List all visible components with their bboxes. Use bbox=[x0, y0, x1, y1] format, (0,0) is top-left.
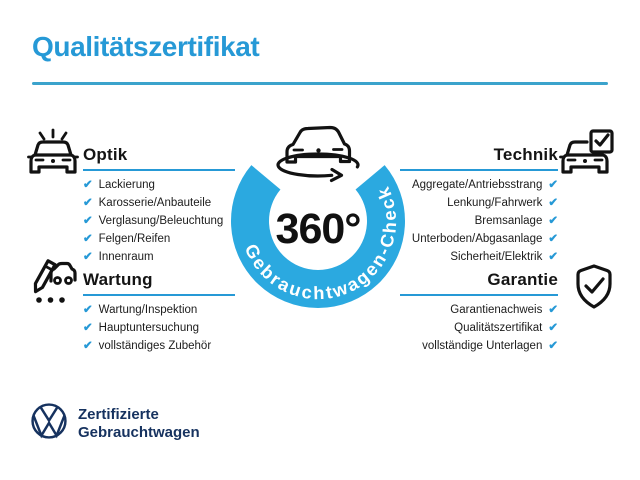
brand-line-2: Gebrauchtwagen bbox=[78, 424, 200, 441]
pencil-car-checklist-icon bbox=[33, 259, 77, 303]
check-item: Sicherheit/Elektrik ✔ bbox=[400, 248, 558, 266]
check-item-label: Qualitätszertifikat bbox=[454, 322, 543, 334]
brand-line-1: Zertifizierte bbox=[78, 406, 159, 423]
check-item-label: Innenraum bbox=[98, 251, 154, 263]
section-title: Wartung bbox=[83, 270, 153, 289]
check-icon: ✔ bbox=[83, 179, 93, 191]
section-divider bbox=[400, 294, 558, 296]
check-item-label: Aggregate/Antriebsstrang bbox=[411, 179, 543, 191]
check-icon: ✔ bbox=[548, 340, 558, 352]
check-item-label: Wartung/Inspektion bbox=[98, 304, 198, 316]
check-icon: ✔ bbox=[83, 322, 93, 334]
shield-check-icon bbox=[576, 264, 612, 309]
check-icon: ✔ bbox=[83, 304, 93, 316]
section-optik: Optik ✔ Lackierung ✔ Karosserie/Anbauteile… bbox=[83, 143, 235, 266]
check-item: Lenkung/Fahrwerk ✔ bbox=[400, 194, 558, 212]
check-item: Unterboden/Abgasanlage ✔ bbox=[400, 230, 558, 248]
section-title: Garantie bbox=[487, 270, 558, 289]
car-checkbox-icon bbox=[559, 129, 614, 174]
check-item-label: Hauptuntersuchung bbox=[98, 322, 200, 334]
check-icon: ✔ bbox=[83, 340, 93, 352]
check-icon: ✔ bbox=[83, 251, 93, 263]
check-icon: ✔ bbox=[548, 215, 558, 227]
check-item: ✔ Hauptuntersuchung bbox=[83, 319, 235, 337]
section-divider bbox=[83, 169, 235, 171]
check-icon: ✔ bbox=[548, 322, 558, 334]
check-icon: ✔ bbox=[548, 179, 558, 191]
check-icon: ✔ bbox=[83, 197, 93, 209]
check-item-label: Lenkung/Fahrwerk bbox=[447, 197, 543, 209]
page-title: Qualitätszertifikat bbox=[32, 31, 260, 62]
check-item: ✔ Karosserie/Anbauteile bbox=[83, 194, 235, 212]
rotating-car-icon bbox=[276, 125, 360, 183]
check-icon: ✔ bbox=[548, 304, 558, 316]
check-item-label: Verglasung/Beleuchtung bbox=[98, 215, 224, 227]
section-technik: Technik Aggregate/Antriebsstrang ✔ Lenkun… bbox=[400, 143, 558, 266]
badge-ring bbox=[231, 165, 405, 308]
check-item-label: Sicherheit/Elektrik bbox=[450, 251, 543, 263]
check-item: Qualitätszertifikat ✔ bbox=[400, 319, 558, 337]
check-icon: ✔ bbox=[548, 197, 558, 209]
check-item-label: vollständiges Zubehör bbox=[98, 340, 212, 352]
check-icon: ✔ bbox=[83, 233, 93, 245]
check-item-label: Garantienachweis bbox=[450, 304, 543, 316]
check-item: Aggregate/Antriebsstrang ✔ bbox=[400, 176, 558, 194]
section-divider bbox=[400, 169, 558, 171]
rotation-arrowhead-icon bbox=[329, 167, 344, 183]
check-icon: ✔ bbox=[548, 251, 558, 263]
check-item-label: Karosserie/Anbauteile bbox=[98, 197, 212, 209]
check-item: ✔ Verglasung/Beleuchtung bbox=[83, 212, 235, 230]
check-item: ✔ Innenraum bbox=[83, 248, 235, 266]
section-garantie: Garantie Garantienachweis ✔ Qualitätszert… bbox=[400, 268, 558, 355]
check-icon: ✔ bbox=[548, 233, 558, 245]
car-front-shine-icon bbox=[27, 128, 79, 174]
check-item: ✔ Wartung/Inspektion bbox=[83, 301, 235, 319]
section-wartung: Wartung ✔ Wartung/Inspektion ✔ Hauptunters… bbox=[83, 268, 235, 355]
check-icon: ✔ bbox=[83, 215, 93, 227]
check-item: ✔ Lackierung bbox=[83, 176, 235, 194]
check-item: ✔ vollständiges Zubehör bbox=[83, 337, 235, 355]
check-item-label: Unterboden/Abgasanlage bbox=[411, 233, 543, 245]
check-item: Bremsanlage ✔ bbox=[400, 212, 558, 230]
check-item-label: Lackierung bbox=[98, 179, 155, 191]
title-divider bbox=[32, 82, 608, 85]
check-item: Garantienachweis ✔ bbox=[400, 301, 558, 319]
check-item-label: Bremsanlage bbox=[474, 215, 543, 227]
badge-degrees: 360° bbox=[276, 205, 361, 253]
vw-logo-icon bbox=[31, 403, 67, 439]
section-title: Technik bbox=[493, 145, 558, 164]
check-item-label: vollständige Unterlagen bbox=[422, 340, 543, 352]
section-title: Optik bbox=[83, 145, 128, 164]
badge-360: Gebrauchtwagen-Check 360° bbox=[231, 125, 405, 308]
brand-name: Zertifizierte Gebrauchtwagen bbox=[78, 406, 200, 442]
check-item-label: Felgen/Reifen bbox=[98, 233, 171, 245]
check-item: ✔ Felgen/Reifen bbox=[83, 230, 235, 248]
section-divider bbox=[83, 294, 235, 296]
check-item: vollständige Unterlagen ✔ bbox=[400, 337, 558, 355]
